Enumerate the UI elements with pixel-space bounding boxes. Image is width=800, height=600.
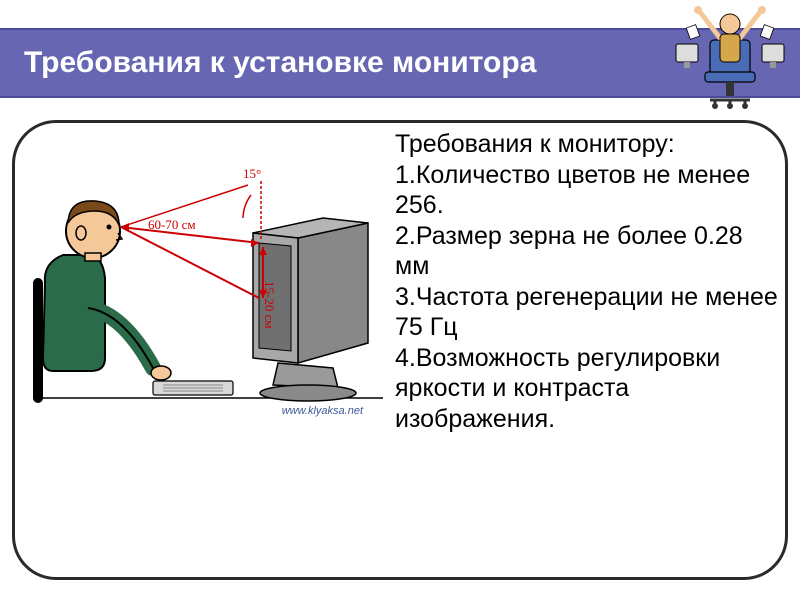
corner-clipart-icon [670, 0, 790, 110]
text-heading: Требования к монитору: [395, 129, 780, 160]
text-item-4: 4.Возможность регулировки яркости и конт… [395, 343, 780, 435]
watermark-text: www.klyaksa.net [282, 405, 363, 417]
text-item-1: 1.Количество цветов не менее 256. [395, 160, 780, 221]
text-item-2: 2.Размер зерна не более 0.28 мм [395, 221, 780, 282]
requirements-text: Требования к монитору: 1.Количество цвет… [395, 129, 780, 434]
height-label: 15-20 см [262, 281, 277, 329]
text-item-3: 3.Частота регенерации не менее 75 Гц [395, 282, 780, 343]
ergonomics-diagram: 15° 60-70 см 15-20 см www.klyaksa.net [33, 163, 383, 423]
content-frame: 15° 60-70 см 15-20 см www.klyaksa.net Тр… [12, 120, 788, 580]
page-title: Требования к установке монитора [24, 46, 536, 80]
angle-arc [243, 195, 251, 218]
distance-label: 60-70 см [148, 217, 196, 232]
angle-label: 15° [243, 166, 261, 181]
